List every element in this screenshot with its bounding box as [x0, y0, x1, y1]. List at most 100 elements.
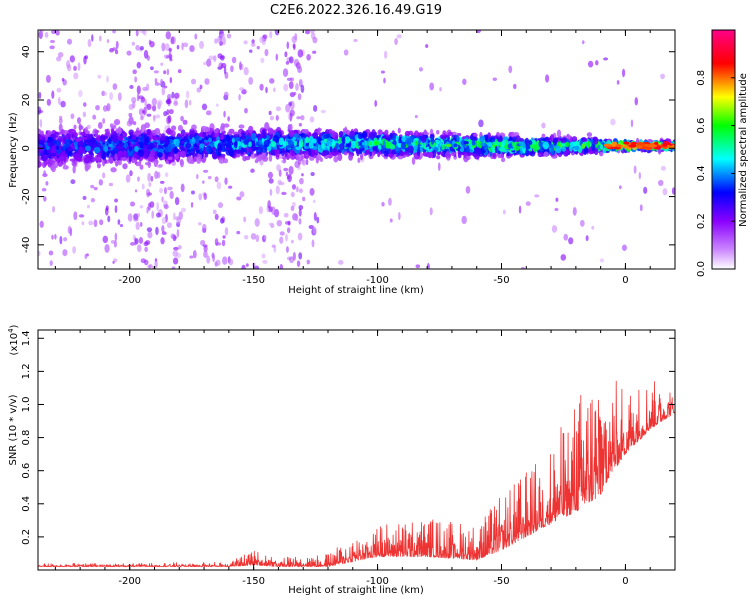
spectrogram-cell — [630, 141, 638, 146]
y-tick-label: 1.4 — [21, 330, 32, 346]
spectrogram-cell — [465, 144, 470, 153]
spectrogram-cell — [216, 181, 222, 190]
spectrogram-cell — [78, 89, 83, 98]
spectrogram-cell — [70, 113, 75, 120]
spectrogram-cell — [377, 151, 381, 158]
spectrogram-cell — [61, 77, 65, 82]
spectrogram-cell — [248, 141, 252, 148]
spectrogram-cell — [250, 233, 257, 240]
spectrogram-cell — [518, 205, 522, 214]
spectrogram-cell — [173, 246, 179, 251]
spectrogram-cell — [129, 201, 136, 207]
spectrogram-cell — [389, 218, 393, 223]
spectrogram-cell — [73, 72, 79, 80]
spectrogram-cell — [172, 249, 178, 257]
spectrogram-cell — [96, 135, 101, 143]
colorbar-tick-label: 0.8 — [696, 70, 707, 86]
spectrogram-cell — [73, 211, 78, 221]
spectrogram-cell — [67, 145, 71, 152]
spectrogram-cell — [230, 65, 234, 73]
spectrogram-cell — [180, 115, 184, 122]
spectrogram-cell — [52, 139, 57, 145]
spectrogram-cell — [172, 146, 179, 154]
spectrogram-cell — [156, 201, 159, 211]
spectrogram-cell — [168, 108, 174, 115]
spectrogram-cell — [219, 33, 226, 38]
spectrogram-cell — [514, 145, 520, 152]
spectrogram-cell — [180, 146, 185, 152]
spectrogram-cell — [82, 111, 86, 118]
spectrogram-cell — [586, 141, 591, 148]
spectrogram-cell — [140, 135, 145, 144]
spectrogram-cell — [112, 260, 115, 264]
spectrogram-cell — [296, 186, 299, 193]
spectrogram-cell — [300, 115, 305, 121]
spectrogram-cell — [219, 217, 224, 224]
spectrogram-cell — [190, 147, 195, 152]
spectrogram-cell — [194, 33, 198, 40]
spectrogram-cell — [267, 171, 273, 179]
spectrogram-cell — [62, 144, 66, 151]
spectrogram-cell — [479, 135, 485, 143]
spectrogram-cell — [300, 84, 305, 93]
y-tick-label: 0.2 — [21, 529, 32, 545]
spectrogram-cell — [301, 173, 304, 177]
spectrogram-cell — [309, 188, 315, 196]
spectrogram-cell — [132, 121, 137, 126]
spectrogram-cell — [599, 151, 604, 157]
spectrogram-cell — [126, 120, 133, 127]
y-tick-label: 20 — [21, 94, 32, 107]
spectrogram-cell — [472, 133, 478, 137]
spectrogram-cell — [224, 177, 228, 185]
spectrogram-cell — [56, 87, 62, 93]
spectrogram-cell — [152, 136, 159, 141]
spectrogram-cell — [282, 158, 286, 164]
spectrogram-cell — [186, 148, 191, 153]
spectrogram-cell — [295, 83, 299, 91]
spectrogram-cell — [62, 165, 69, 170]
spectrogram-cell — [212, 209, 217, 215]
spectrogram-cell — [293, 140, 298, 147]
spectrogram-cell — [43, 196, 47, 202]
spectrogram-cell — [114, 198, 118, 203]
spectrogram-cell — [383, 77, 386, 84]
spectrogram-cell — [163, 54, 169, 59]
spectrogram-cell — [172, 257, 179, 265]
spectrogram-cell — [84, 126, 89, 134]
spectrogram-cell — [565, 141, 570, 148]
spectrogram-cell — [160, 78, 164, 85]
spectrogram-cell — [469, 149, 473, 153]
spectrogram-cell — [653, 146, 662, 150]
spectrogram-cell — [532, 144, 538, 152]
spectrogram-cell — [593, 147, 599, 156]
spectrogram-cell — [128, 129, 135, 136]
spectrogram-cell — [398, 211, 401, 221]
spectrogram-cell — [82, 136, 88, 141]
spectrogram-cell — [275, 115, 279, 121]
spectrogram-cell — [616, 80, 620, 85]
spectrogram-y-axis-label: Frequency (Hz) — [8, 112, 19, 188]
spectrogram-cell — [206, 255, 211, 264]
spectrogram-cell — [147, 264, 152, 269]
spectrogram-cell — [203, 192, 207, 201]
snr-y-ticks: 0.20.40.60.81.01.21.4 — [21, 330, 675, 545]
spectrogram-cell — [158, 163, 164, 168]
spectrogram-cell — [104, 128, 109, 133]
spectrogram-cell — [228, 258, 234, 266]
spectrogram-cell — [134, 145, 139, 152]
spectrogram-cell — [146, 103, 152, 111]
chart-title: C2E6.2022.326.16.49.G19 — [270, 3, 442, 18]
x-tick-label: -100 — [366, 576, 389, 587]
spectrogram-cell — [119, 223, 124, 228]
spectrogram-cell — [658, 179, 664, 187]
spectrogram-cell — [83, 55, 87, 65]
spectrogram-cell — [478, 119, 484, 128]
spectrogram-cell — [289, 112, 293, 122]
spectrogram-cell — [190, 190, 195, 195]
spectrogram-cell — [550, 147, 555, 156]
spectrogram-cell — [213, 128, 219, 134]
colorbar-tick-label: 0.2 — [696, 213, 707, 229]
spectrogram-cell — [574, 145, 580, 151]
spectrogram-cell — [662, 188, 668, 196]
